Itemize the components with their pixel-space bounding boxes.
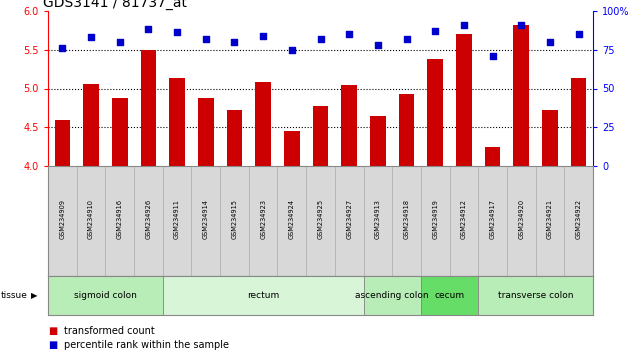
Bar [83,84,99,166]
Bar [169,78,185,166]
Text: GSM234914: GSM234914 [203,199,209,239]
Point [287,47,297,52]
Bar [226,110,242,166]
Text: GSM234911: GSM234911 [174,199,180,239]
Bar [313,105,328,166]
Text: GSM234922: GSM234922 [576,199,581,239]
Point [315,36,326,41]
Bar [428,59,443,166]
Text: GSM234921: GSM234921 [547,199,553,239]
Bar [163,276,363,315]
Bar [54,120,71,166]
Point [344,31,354,37]
Text: sigmoid colon: sigmoid colon [74,291,137,300]
Bar [284,131,300,166]
Point [430,28,440,34]
Text: ▶: ▶ [31,291,37,300]
Text: GSM234918: GSM234918 [404,199,410,239]
Bar [399,94,415,166]
Bar [198,98,213,166]
Bar [456,34,472,166]
Point [574,31,584,37]
Point [201,36,211,41]
Text: GSM234912: GSM234912 [461,199,467,239]
Bar [48,276,163,315]
Text: transformed count: transformed count [64,326,155,336]
Point [545,39,555,45]
Text: GSM234909: GSM234909 [60,199,65,239]
Text: cecum: cecum [435,291,465,300]
Point [401,36,412,41]
Point [57,45,67,51]
Text: GSM234923: GSM234923 [260,199,266,239]
Text: GSM234915: GSM234915 [231,199,237,239]
Bar [112,98,128,166]
Bar [542,110,558,166]
Bar [341,85,357,166]
Text: GSM234917: GSM234917 [490,199,495,239]
Point [172,30,182,35]
Point [372,42,383,48]
Text: GSM234925: GSM234925 [317,199,324,239]
Bar [513,25,529,166]
Bar [140,50,156,166]
Bar [370,116,386,166]
Text: GSM234924: GSM234924 [289,199,295,239]
Text: ■: ■ [48,340,57,350]
Bar [485,147,501,166]
Point [459,22,469,28]
Text: GSM234916: GSM234916 [117,199,123,239]
Text: GSM234920: GSM234920 [518,199,524,239]
Text: tissue: tissue [1,291,28,300]
Text: GDS3141 / 81737_at: GDS3141 / 81737_at [42,0,187,10]
Text: GSM234910: GSM234910 [88,199,94,239]
Text: ascending colon: ascending colon [355,291,429,300]
Point [144,27,154,32]
Point [258,33,269,38]
Bar [363,276,421,315]
Point [229,39,240,45]
Text: GSM234913: GSM234913 [375,199,381,239]
Text: rectum: rectum [247,291,279,300]
Text: GSM234919: GSM234919 [432,199,438,239]
Text: transverse colon: transverse colon [498,291,573,300]
Bar [255,82,271,166]
Point [516,22,526,28]
Point [487,53,497,59]
Text: GSM234927: GSM234927 [346,199,352,239]
Bar [570,78,587,166]
Point [86,34,96,40]
Bar [421,276,478,315]
Text: percentile rank within the sample: percentile rank within the sample [64,340,229,350]
Text: GSM234926: GSM234926 [146,199,151,239]
Bar [478,276,593,315]
Point [115,39,125,45]
Text: ■: ■ [48,326,57,336]
